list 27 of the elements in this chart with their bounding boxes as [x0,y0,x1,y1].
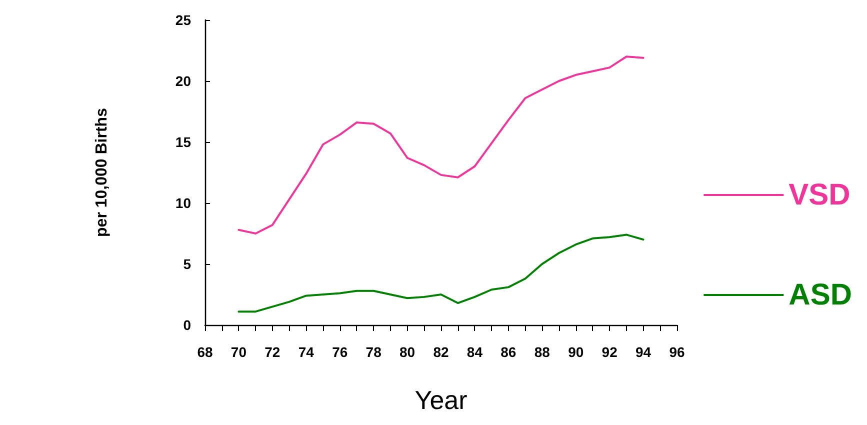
y-tick-label: 15 [175,134,192,150]
x-tick-label: 90 [568,344,584,360]
x-tick-label: 84 [466,344,483,360]
x-tick-label: 70 [230,344,247,360]
x-tick-label: 82 [433,344,449,360]
x-tick-label: 80 [399,344,416,360]
x-tick-label: 94 [635,344,652,360]
line-series [238,234,644,313]
x-tick-label: 74 [298,344,314,360]
y-tick-label: 25 [175,12,192,28]
x-tick-label: 76 [332,344,348,360]
x-tick-label: 86 [500,344,516,360]
x-tick-label: 78 [366,344,382,360]
x-tick-label: 96 [669,344,685,360]
legend-label: ASD [788,278,852,312]
y-tick-label: 20 [175,73,192,89]
x-tick-label: 92 [602,344,618,360]
x-tick-label: 88 [534,344,550,360]
x-tick-label: 72 [264,344,280,360]
x-axis-title: Year [414,385,468,415]
y-tick-label: 5 [183,256,192,272]
y-tick-label: 10 [175,195,192,211]
y-axis-title: per 10,000 Births [94,108,110,237]
legend-label: VSD [788,178,850,212]
line-series [238,56,644,234]
x-tick-label: 68 [197,344,213,360]
y-tick-label: 0 [183,317,192,333]
